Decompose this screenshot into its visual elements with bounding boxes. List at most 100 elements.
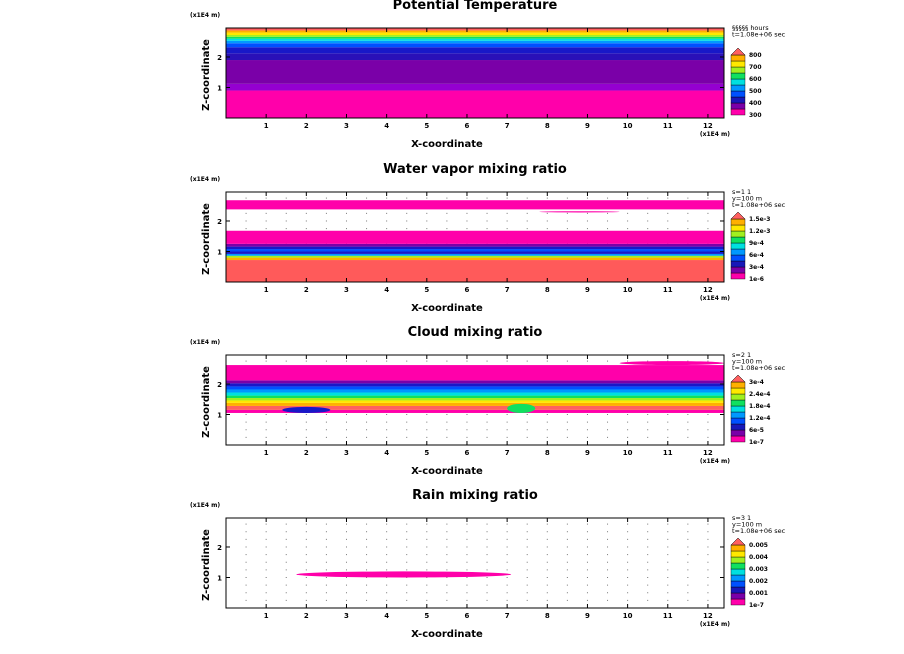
contour-band xyxy=(226,400,724,403)
grid-dot xyxy=(627,576,629,578)
x-tick-label: 2 xyxy=(304,612,309,620)
grid-dot xyxy=(506,554,508,556)
grid-dot xyxy=(366,576,368,578)
x-tick-label: 10 xyxy=(623,449,633,457)
run-info: §§§§§ hours xyxy=(732,24,769,32)
grid-dot xyxy=(446,546,448,548)
grid-dot xyxy=(526,531,528,533)
grid-dot xyxy=(426,554,428,556)
grid-dot xyxy=(466,554,468,556)
grid-dot xyxy=(406,531,408,533)
grid-dot xyxy=(325,228,327,230)
grid-dot xyxy=(627,360,629,362)
grid-dot xyxy=(325,576,327,578)
colorbar-extend-arrow xyxy=(730,47,746,56)
x-tick-label: 12 xyxy=(703,449,713,457)
grid-dot xyxy=(526,546,528,548)
colorbar-swatch xyxy=(730,266,746,274)
grid-dot xyxy=(707,538,709,540)
grid-dot xyxy=(345,197,347,199)
grid-dot xyxy=(345,360,347,362)
grid-dot xyxy=(325,554,327,556)
z-tick-label: 1 xyxy=(217,574,222,582)
grid-dot xyxy=(305,228,307,230)
grid-dot xyxy=(566,592,568,594)
grid-dot xyxy=(285,436,287,438)
colorbar-swatch xyxy=(730,568,746,576)
grid-dot xyxy=(486,599,488,601)
grid-dot xyxy=(566,360,568,362)
grid-dot xyxy=(366,197,368,199)
x-tick-label: 1 xyxy=(264,122,269,130)
contour-band xyxy=(226,90,724,118)
grid-dot xyxy=(466,212,468,214)
contour-band xyxy=(226,200,724,210)
grid-dot xyxy=(486,523,488,525)
run-info: s=1 1 xyxy=(732,188,751,196)
grid-dot xyxy=(607,576,609,578)
grid-dot xyxy=(586,197,588,199)
grid-dot xyxy=(305,523,307,525)
grid-dot xyxy=(245,584,247,586)
grid-dot xyxy=(466,531,468,533)
grid-dot xyxy=(486,360,488,362)
grid-dot xyxy=(647,531,649,533)
grid-dot xyxy=(386,436,388,438)
contour-band xyxy=(226,230,724,244)
colorbar-swatch xyxy=(730,72,746,80)
x-tick-label: 6 xyxy=(465,612,470,620)
grid-dot xyxy=(627,421,629,423)
grid-dot xyxy=(366,531,368,533)
grid-dot xyxy=(627,546,629,548)
colorbar-label: 6e-5 xyxy=(749,427,764,434)
grid-dot xyxy=(245,599,247,601)
grid-dot xyxy=(245,421,247,423)
grid-dot xyxy=(345,523,347,525)
grid-dot xyxy=(506,599,508,601)
grid-dot xyxy=(245,576,247,578)
run-info: s=3 1 xyxy=(732,514,751,522)
colorbar: 1e-7 6e-5 1.2e-4 1.8e-4 2.4e-4 3e-4 xyxy=(730,374,770,446)
colorbar-swatch xyxy=(730,224,746,232)
grid-dot xyxy=(486,561,488,563)
grid-dot xyxy=(687,220,689,222)
grid-dot xyxy=(607,599,609,601)
x-tick-label: 8 xyxy=(545,286,550,294)
colorbar-label: 0.003 xyxy=(749,566,768,573)
contour-band xyxy=(226,38,724,41)
grid-dot xyxy=(386,523,388,525)
grid-dot xyxy=(667,538,669,540)
grid-dot xyxy=(245,592,247,594)
grid-dot xyxy=(345,212,347,214)
grid-dot xyxy=(486,212,488,214)
grid-dot xyxy=(345,569,347,571)
contour-blob xyxy=(296,571,512,578)
grid-dot xyxy=(607,569,609,571)
contour-band xyxy=(226,53,724,61)
grid-dot xyxy=(607,523,609,525)
grid-dot xyxy=(366,436,368,438)
grid-dot xyxy=(486,592,488,594)
grid-dot xyxy=(506,561,508,563)
grid-dot xyxy=(466,584,468,586)
grid-dot xyxy=(707,436,709,438)
grid-dot xyxy=(566,413,568,415)
grid-dot xyxy=(325,561,327,563)
grid-dot xyxy=(366,429,368,431)
contour-band xyxy=(226,395,724,399)
grid-dot xyxy=(566,561,568,563)
grid-dot xyxy=(506,228,508,230)
plot-frame xyxy=(225,517,725,609)
grid-dot xyxy=(707,228,709,230)
grid-dot xyxy=(667,220,669,222)
grid-dot xyxy=(586,436,588,438)
y-axis-label: Z-coordinate xyxy=(201,529,212,601)
colorbar-swatch xyxy=(730,90,746,98)
grid-dot xyxy=(627,197,629,199)
z-tick-label: 2 xyxy=(217,381,222,389)
grid-dot xyxy=(325,569,327,571)
grid-dot xyxy=(687,429,689,431)
grid-dot xyxy=(627,554,629,556)
grid-dot xyxy=(366,569,368,571)
